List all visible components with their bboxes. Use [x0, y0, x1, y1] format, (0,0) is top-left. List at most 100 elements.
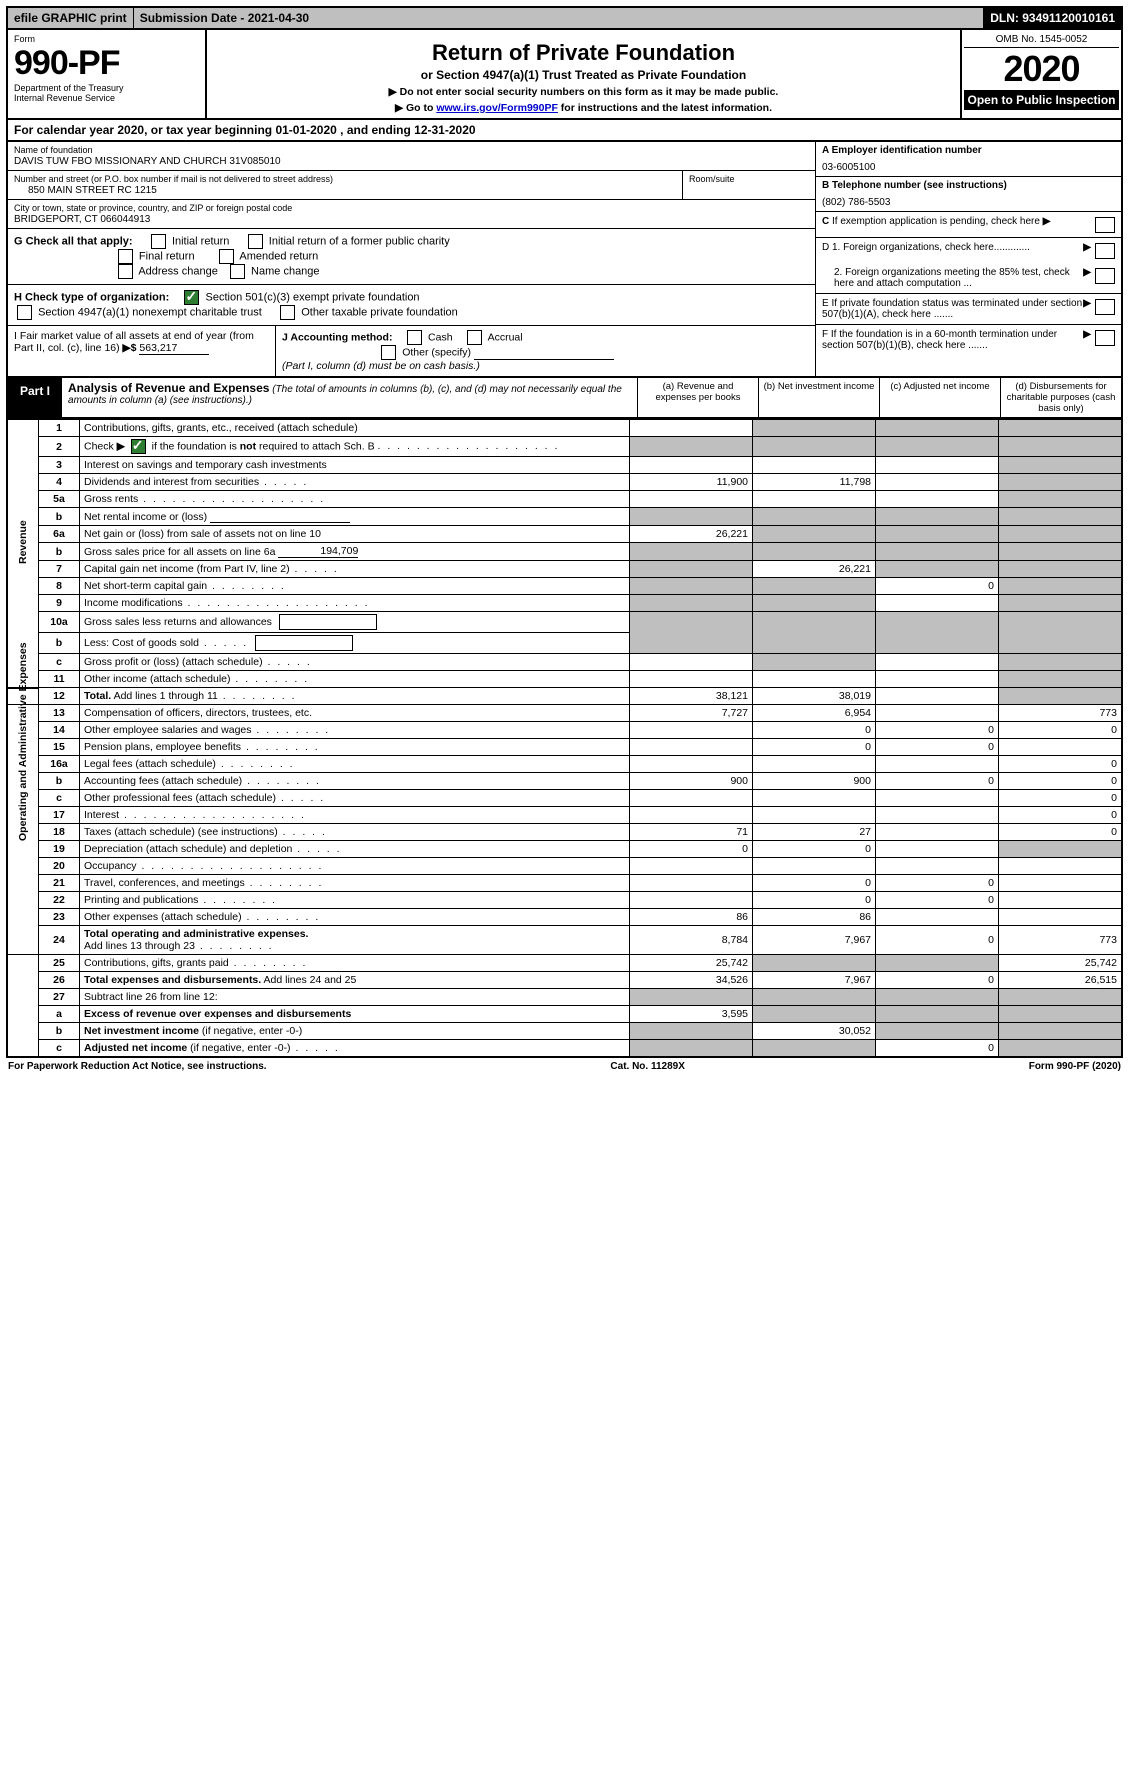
fmv-box: I Fair market value of all assets at end…: [8, 326, 276, 376]
line-desc: Printing and publications: [80, 892, 630, 909]
line-no: 3: [39, 457, 80, 474]
table-row: 5a Gross rents: [7, 491, 1122, 508]
line-desc: Other expenses (attach schedule): [80, 909, 630, 926]
table-row: 10a Gross sales less returns and allowan…: [7, 612, 1122, 633]
phone-box: B Telephone number (see instructions) (8…: [816, 177, 1121, 212]
name-label: Name of foundation: [14, 145, 809, 155]
j-note: (Part I, column (d) must be on cash basi…: [282, 360, 480, 372]
line-desc: Contributions, gifts, grants paid: [80, 955, 630, 972]
line-desc: Taxes (attach schedule) (see instruction…: [80, 824, 630, 841]
table-row: 15 Pension plans, employee benefits 00: [7, 739, 1122, 756]
accrual-checkbox[interactable]: [467, 330, 482, 345]
irs-link[interactable]: www.irs.gov/Form990PF: [436, 102, 558, 114]
line-no: 4: [39, 474, 80, 491]
table-row: c Other professional fees (attach schedu…: [7, 790, 1122, 807]
table-row: 26 Total expenses and disbursements. Add…: [7, 972, 1122, 989]
cell-a: 26,221: [630, 526, 753, 543]
table-row: 22 Printing and publications 00: [7, 892, 1122, 909]
table-row: 9 Income modifications: [7, 595, 1122, 612]
foundation-name-box: Name of foundation DAVIS TUW FBO MISSION…: [8, 142, 815, 171]
cash-checkbox[interactable]: [407, 330, 422, 345]
header-left: Form 990-PF Department of the Treasury I…: [8, 30, 207, 118]
form-subtitle: or Section 4947(a)(1) Trust Treated as P…: [217, 68, 950, 82]
accrual-label: Accrual: [488, 331, 523, 343]
initial-return-checkbox[interactable]: [151, 234, 166, 249]
line-desc: Pension plans, employee benefits: [80, 739, 630, 756]
line-no: 1: [39, 420, 80, 437]
info-grid: Name of foundation DAVIS TUW FBO MISSION…: [6, 142, 1123, 378]
final-return-label: Final return: [139, 250, 195, 262]
table-row: b Net rental income or (loss): [7, 508, 1122, 526]
e-row: E If private foundation status was termi…: [816, 294, 1121, 325]
table-row: 2 Check ▶ if the foundation is not requi…: [7, 437, 1122, 457]
name-change-checkbox[interactable]: [230, 264, 245, 279]
line-no: 9: [39, 595, 80, 612]
fmv-arrow: ▶$: [123, 342, 137, 354]
table-row: b Net investment income (if negative, en…: [7, 1023, 1122, 1040]
table-row: Operating and Administrative Expenses 13…: [7, 705, 1122, 722]
other-specify-label: Other (specify): [402, 346, 471, 358]
oae-side-label: Operating and Administrative Expenses: [7, 705, 39, 955]
d2-text: 2. Foreign organizations meeting the 85%…: [822, 267, 1083, 289]
part1-header: Part I Analysis of Revenue and Expenses …: [6, 378, 1123, 419]
section-4947-checkbox[interactable]: [17, 305, 32, 320]
line-desc: Adjusted net income (if negative, enter …: [80, 1040, 630, 1058]
table-row: 27 Subtract line 26 from line 12:: [7, 989, 1122, 1006]
footer: For Paperwork Reduction Act Notice, see …: [6, 1058, 1123, 1075]
d1-text: D 1. Foreign organizations, check here..…: [822, 242, 1083, 259]
line-no: b: [39, 543, 80, 561]
col-a-header: (a) Revenue and expenses per books: [638, 378, 759, 417]
cell-a: 38,121: [630, 688, 753, 705]
initial-former-label: Initial return of a former public charit…: [269, 235, 450, 247]
department: Department of the Treasury: [14, 83, 199, 93]
instr-2: ▶ Go to www.irs.gov/Form990PF for instru…: [217, 102, 950, 114]
line-desc: Excess of revenue over expenses and disb…: [80, 1006, 630, 1023]
line-no: 6a: [39, 526, 80, 543]
line-desc: Net short-term capital gain: [80, 578, 630, 595]
c-checkbox[interactable]: [1095, 217, 1115, 233]
f-checkbox[interactable]: [1095, 330, 1115, 346]
table-row: 12 Total. Add lines 1 through 11 38,121 …: [7, 688, 1122, 705]
f-row: F If the foundation is in a 60-month ter…: [816, 325, 1121, 355]
e-checkbox[interactable]: [1095, 299, 1115, 315]
sch-b-checkbox[interactable]: [131, 439, 146, 454]
form-title: Return of Private Foundation: [217, 40, 950, 66]
table-row: c Gross profit or (loss) (attach schedul…: [7, 654, 1122, 671]
initial-return-label: Initial return: [172, 235, 229, 247]
line-no: 13: [39, 705, 80, 722]
name-change-label: Name change: [251, 265, 320, 277]
ein-box: A Employer identification number 03-6005…: [816, 142, 1121, 177]
d1-row: D 1. Foreign organizations, check here..…: [816, 238, 1121, 263]
address-change-checkbox[interactable]: [118, 264, 133, 279]
amended-return-checkbox[interactable]: [219, 249, 234, 264]
table-row: 25 Contributions, gifts, grants paid 25,…: [7, 955, 1122, 972]
header-right: OMB No. 1545-0052 2020 Open to Public In…: [960, 30, 1121, 118]
cell-a: 11,900: [630, 474, 753, 491]
d2-checkbox[interactable]: [1095, 268, 1115, 284]
accounting-box: J Accounting method: Cash Accrual Other …: [276, 326, 815, 376]
line-desc: Other professional fees (attach schedule…: [80, 790, 630, 807]
other-specify-line: [474, 347, 614, 360]
address-value: 850 MAIN STREET RC 1215: [14, 185, 676, 196]
final-return-checkbox[interactable]: [118, 249, 133, 264]
section-501c3-checkbox[interactable]: [184, 290, 199, 305]
line-no: b: [39, 633, 80, 654]
submission-date: Submission Date - 2021-04-30: [134, 8, 985, 28]
line-desc: Net investment income (if negative, ente…: [80, 1023, 630, 1040]
cell-d: [999, 420, 1123, 437]
g-check-row: G Check all that apply: Initial return I…: [8, 229, 815, 285]
other-specify-checkbox[interactable]: [381, 345, 396, 360]
d1-checkbox[interactable]: [1095, 243, 1115, 259]
line-desc: Compensation of officers, directors, tru…: [80, 705, 630, 722]
line-desc: Dividends and interest from securities: [80, 474, 630, 491]
instr-1: ▶ Do not enter social security numbers o…: [217, 86, 950, 98]
line-no: 2: [39, 437, 80, 457]
line-desc: Travel, conferences, and meetings: [80, 875, 630, 892]
initial-former-checkbox[interactable]: [248, 234, 263, 249]
g-lead: G Check all that apply:: [14, 235, 133, 247]
line-desc: Total operating and administrative expen…: [80, 926, 630, 955]
table-row: 17 Interest 0: [7, 807, 1122, 824]
line-desc: Net gain or (loss) from sale of assets n…: [80, 526, 630, 543]
other-taxable-checkbox[interactable]: [280, 305, 295, 320]
cell-a: [630, 420, 753, 437]
